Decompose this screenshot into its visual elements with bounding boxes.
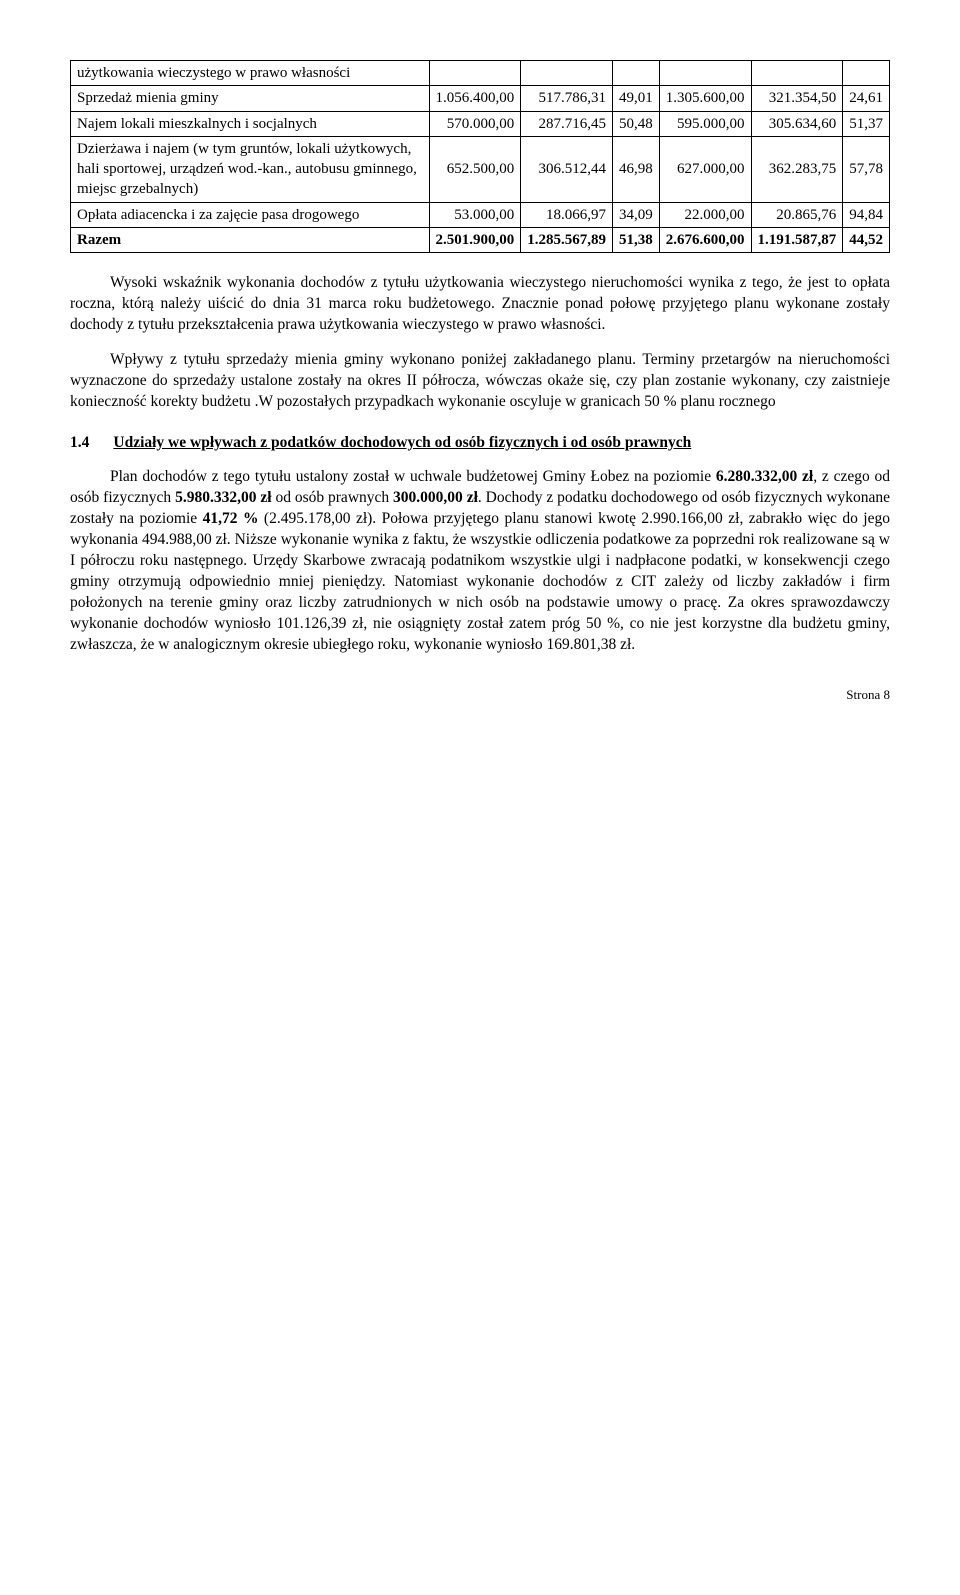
section-title: Udziały we wpływach z podatków dochodowy… [113, 433, 890, 454]
row-label-cell: użytkowania wieczystego w prawo własnośc… [71, 61, 430, 86]
numeric-cell: 51,38 [613, 227, 660, 252]
numeric-cell: 2.501.900,00 [429, 227, 521, 252]
numeric-cell: 627.000,00 [659, 136, 751, 202]
bold-value: 5.980.332,00 zł [175, 489, 271, 506]
numeric-cell: 570.000,00 [429, 111, 521, 136]
numeric-cell [429, 61, 521, 86]
numeric-cell: 50,48 [613, 111, 660, 136]
table-row: Dzierżawa i najem (w tym gruntów, lokali… [71, 136, 890, 202]
numeric-cell [659, 61, 751, 86]
numeric-cell: 321.354,50 [751, 86, 843, 111]
numeric-cell: 652.500,00 [429, 136, 521, 202]
numeric-cell: 20.865,76 [751, 202, 843, 227]
table-row: Sprzedaż mienia gminy1.056.400,00517.786… [71, 86, 890, 111]
numeric-cell: 18.066,97 [521, 202, 613, 227]
numeric-cell: 34,09 [613, 202, 660, 227]
numeric-cell: 1.056.400,00 [429, 86, 521, 111]
numeric-cell: 306.512,44 [521, 136, 613, 202]
numeric-cell: 24,61 [843, 86, 890, 111]
row-label-cell: Najem lokali mieszkalnych i socjalnych [71, 111, 430, 136]
numeric-cell: 44,52 [843, 227, 890, 252]
numeric-cell: 305.634,60 [751, 111, 843, 136]
numeric-cell: 362.283,75 [751, 136, 843, 202]
numeric-cell [843, 61, 890, 86]
paragraph-1: Wysoki wskaźnik wykonania dochodów z tyt… [70, 273, 890, 336]
page-footer: Strona 8 [70, 686, 890, 704]
numeric-cell: 1.285.567,89 [521, 227, 613, 252]
numeric-cell: 46,98 [613, 136, 660, 202]
paragraph-3: Plan dochodów z tego tytułu ustalony zos… [70, 467, 890, 655]
numeric-cell [613, 61, 660, 86]
numeric-cell: 94,84 [843, 202, 890, 227]
table-row: Opłata adiacencka i za zajęcie pasa drog… [71, 202, 890, 227]
numeric-cell: 57,78 [843, 136, 890, 202]
paragraph-2: Wpływy z tytułu sprzedaży mienia gminy w… [70, 350, 890, 413]
row-label-cell: Sprzedaż mienia gminy [71, 86, 430, 111]
numeric-cell [521, 61, 613, 86]
table-row: Najem lokali mieszkalnych i socjalnych57… [71, 111, 890, 136]
numeric-cell: 51,37 [843, 111, 890, 136]
bold-value: 41,72 % [203, 510, 259, 527]
numeric-cell: 49,01 [613, 86, 660, 111]
section-heading: 1.4 Udziały we wpływach z podatków docho… [70, 433, 890, 454]
table-row: Razem2.501.900,001.285.567,8951,382.676.… [71, 227, 890, 252]
section-number: 1.4 [70, 433, 89, 454]
row-label-cell: Dzierżawa i najem (w tym gruntów, lokali… [71, 136, 430, 202]
numeric-cell: 22.000,00 [659, 202, 751, 227]
numeric-cell: 595.000,00 [659, 111, 751, 136]
numeric-cell: 1.305.600,00 [659, 86, 751, 111]
row-label-cell: Razem [71, 227, 430, 252]
bold-value: 6.280.332,00 zł [716, 468, 813, 485]
numeric-cell [751, 61, 843, 86]
bold-value: 300.000,00 zł [393, 489, 478, 506]
income-table: użytkowania wieczystego w prawo własnośc… [70, 60, 890, 253]
numeric-cell: 53.000,00 [429, 202, 521, 227]
numeric-cell: 287.716,45 [521, 111, 613, 136]
row-label-cell: Opłata adiacencka i za zajęcie pasa drog… [71, 202, 430, 227]
table-row: użytkowania wieczystego w prawo własnośc… [71, 61, 890, 86]
numeric-cell: 1.191.587,87 [751, 227, 843, 252]
numeric-cell: 2.676.600,00 [659, 227, 751, 252]
numeric-cell: 517.786,31 [521, 86, 613, 111]
